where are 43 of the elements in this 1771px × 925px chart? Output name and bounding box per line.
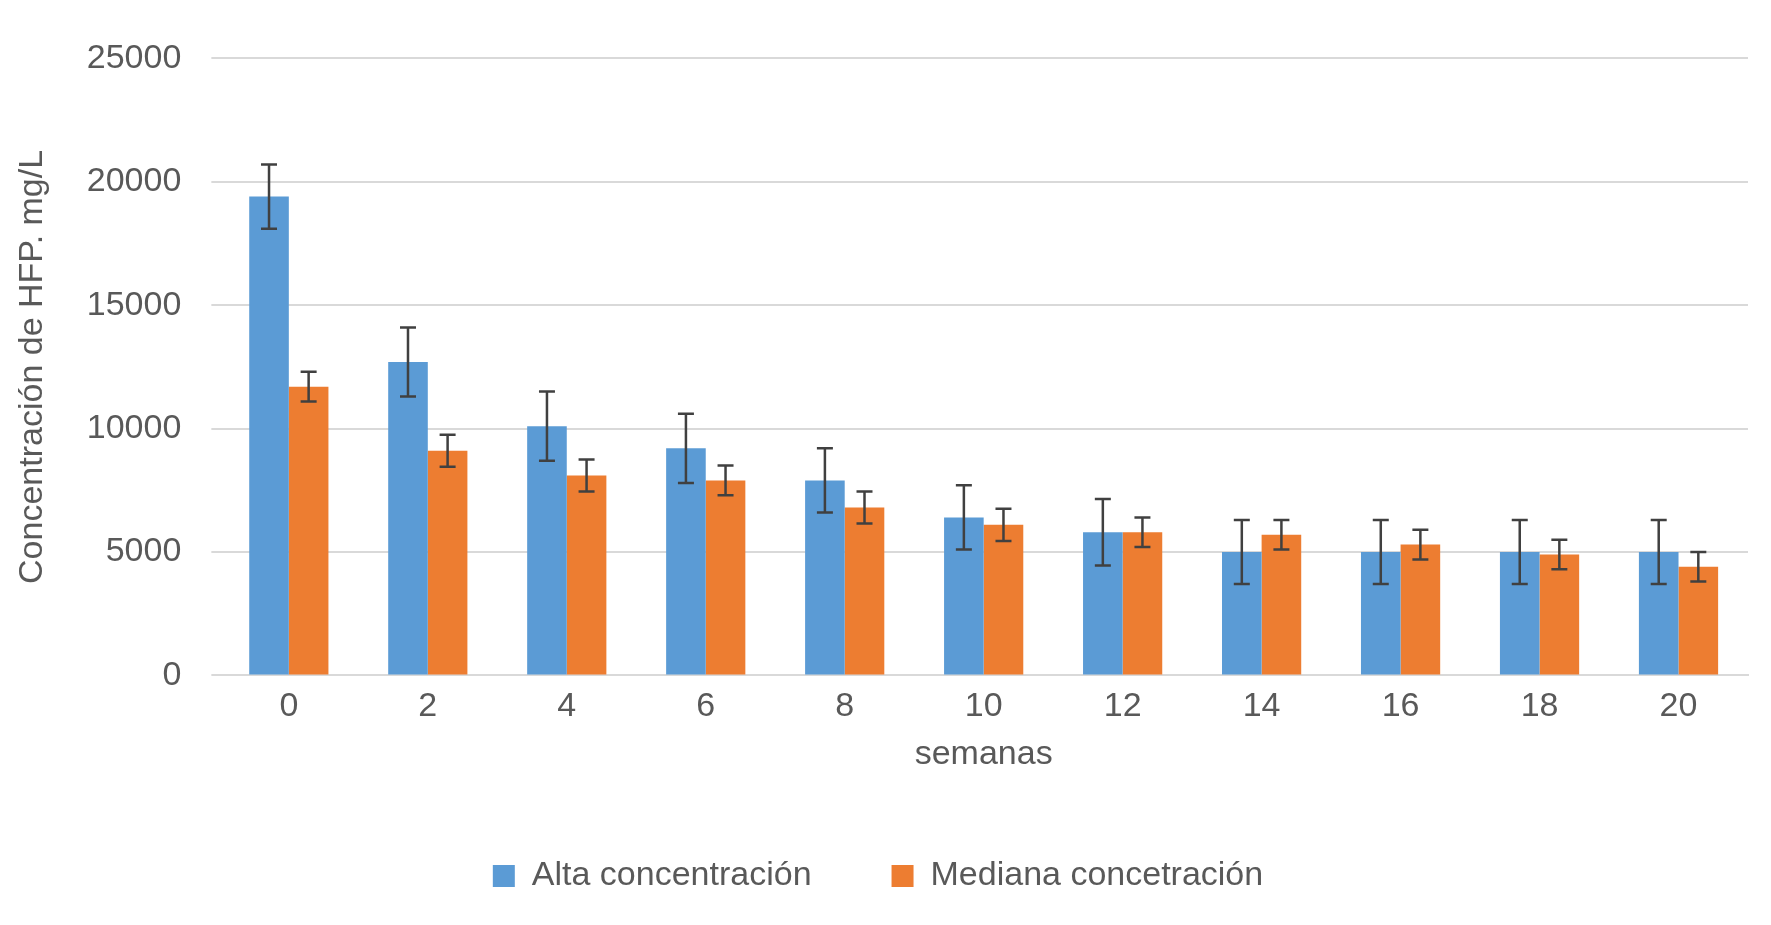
y-tick-label: 15000: [86, 283, 182, 322]
bar: [388, 361, 428, 675]
x-axis-title: semanas: [914, 732, 1053, 771]
bar: [427, 450, 468, 675]
bar: [805, 480, 845, 675]
bar: [1360, 552, 1401, 675]
bar: [1638, 552, 1679, 675]
bar: [1678, 566, 1719, 675]
x-tick-label: 6: [696, 685, 716, 724]
x-tick-label: 10: [964, 685, 1003, 724]
bar: [666, 448, 706, 675]
bar: [1499, 552, 1540, 675]
bar: [566, 475, 607, 675]
bar: [1122, 532, 1163, 675]
x-tick-label: 14: [1242, 685, 1281, 724]
x-tick-label: 12: [1103, 685, 1142, 724]
legend-label: Mediana concetración: [930, 854, 1264, 893]
x-tick-label: 2: [418, 685, 438, 724]
bar: [1400, 544, 1441, 675]
bar: [944, 517, 984, 675]
bar: [288, 386, 329, 675]
y-tick-label: 20000: [86, 160, 182, 199]
x-tick-label: 4: [557, 685, 577, 724]
x-tick-label: 16: [1381, 685, 1420, 724]
bar: [1539, 554, 1580, 675]
bar: [527, 426, 567, 675]
x-tick-label: 18: [1520, 685, 1559, 724]
y-tick-label: 10000: [86, 406, 182, 445]
bar: [1083, 532, 1123, 675]
y-axis-title: Concentración de HFP. mg/L: [10, 149, 49, 584]
bar: [1222, 552, 1262, 675]
y-tick-label: 0: [162, 653, 182, 692]
bar: [983, 524, 1024, 675]
y-tick-label: 5000: [105, 530, 182, 569]
legend-label: Alta concentración: [531, 854, 812, 893]
x-tick-label: 20: [1659, 685, 1698, 724]
bar: [844, 507, 885, 675]
bar: [249, 196, 289, 675]
y-tick-label: 25000: [86, 36, 182, 75]
x-tick-label: 8: [835, 685, 855, 724]
bar: [705, 480, 746, 675]
bar: [1261, 534, 1302, 675]
x-tick-label: 0: [279, 685, 299, 724]
